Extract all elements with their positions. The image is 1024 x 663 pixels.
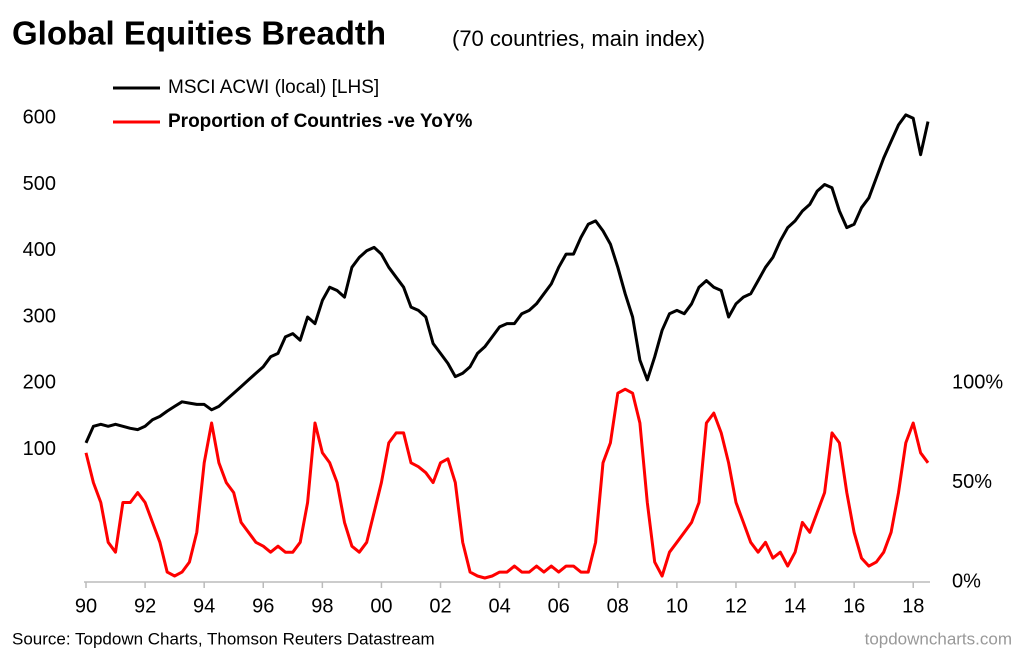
y2-tick-label: 100% bbox=[952, 372, 1003, 394]
x-tick-label: 04 bbox=[488, 595, 510, 617]
watermark: topdowncharts.com bbox=[865, 629, 1012, 648]
x-tick-label: 02 bbox=[429, 595, 451, 617]
x-tick-label: 18 bbox=[902, 595, 924, 617]
x-tick-label: 12 bbox=[725, 595, 747, 617]
y2-tick-label: 0% bbox=[952, 570, 981, 592]
x-tick-label: 90 bbox=[75, 595, 97, 617]
series-line bbox=[84, 113, 930, 444]
x-tick-label: 00 bbox=[370, 595, 392, 617]
y2-tick-label: 50% bbox=[952, 471, 992, 493]
series-line bbox=[84, 387, 930, 580]
chart-subtitle: (70 countries, main index) bbox=[452, 26, 705, 51]
legend-label: MSCI ACWI (local) [LHS] bbox=[168, 77, 379, 98]
x-tick-label: 14 bbox=[784, 595, 806, 617]
x-tick-label: 08 bbox=[607, 595, 629, 617]
x-tick-label: 92 bbox=[134, 595, 156, 617]
x-tick-label: 10 bbox=[666, 595, 688, 617]
y-tick-label: 600 bbox=[23, 107, 56, 129]
source: Source: Topdown Charts, Thomson Reuters … bbox=[12, 629, 435, 648]
x-tick-label: 98 bbox=[311, 595, 333, 617]
y-tick-label: 100 bbox=[23, 438, 56, 460]
y-tick-label: 500 bbox=[23, 173, 56, 195]
x-tick-label: 96 bbox=[252, 595, 274, 617]
y-tick-label: 400 bbox=[23, 239, 56, 261]
x-tick-label: 06 bbox=[548, 595, 570, 617]
x-tick-label: 94 bbox=[193, 595, 215, 617]
legend-label: Proportion of Countries -ve YoY% bbox=[168, 111, 472, 132]
chart-title: Global Equities Breadth bbox=[12, 15, 386, 52]
y-tick-label: 200 bbox=[23, 372, 56, 394]
y-tick-label: 300 bbox=[23, 305, 56, 327]
x-tick-label: 16 bbox=[843, 595, 865, 617]
